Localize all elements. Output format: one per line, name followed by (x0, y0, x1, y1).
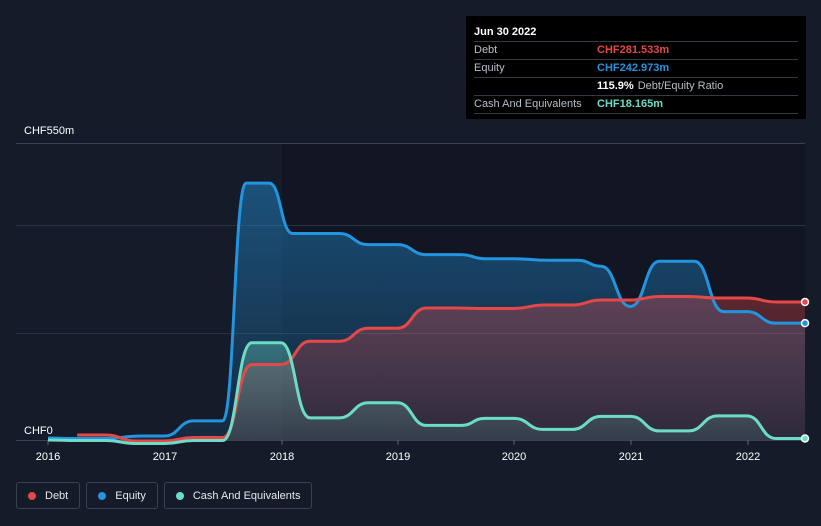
tooltip-label: Cash And Equivalents (474, 98, 582, 110)
x-tick-label: 2017 (152, 451, 178, 463)
legend-item-cash[interactable]: Cash And Equivalents (163, 482, 313, 509)
cash-and-equivalents-line (47, 341, 805, 446)
tooltip-ratio-label: Debt/Equity Ratio (637, 80, 724, 92)
tooltip-row-equity: Equity CHF242.973m (474, 59, 798, 77)
legend-item-debt[interactable]: Debt (16, 482, 81, 509)
legend-item-equity[interactable]: Equity (86, 482, 158, 509)
tooltip-row-ratio: 115.9% Debt/Equity Ratio (474, 77, 798, 95)
data-tooltip: Jun 30 2022 Debt CHF281.533m Equity CHF2… (466, 16, 806, 119)
tooltip-value-debt: CHF281.533m (597, 44, 670, 56)
series-layer (47, 181, 810, 446)
equity-endpoint (800, 318, 810, 328)
debt-area (77, 296, 806, 442)
x-tick-label: 2020 (501, 451, 527, 463)
x-tick-label: 2022 (735, 451, 761, 463)
tooltip-row-cash: Cash And Equivalents CHF18.165m (474, 95, 798, 114)
x-tick-label: 2019 (385, 451, 411, 463)
tooltip-value-cash: CHF18.165m (597, 98, 664, 110)
legend-dot-icon (175, 491, 184, 500)
tooltip-row-debt: Debt CHF281.533m (474, 41, 798, 59)
tooltip-date: Jun 30 2022 (474, 26, 537, 38)
debt-line (77, 294, 805, 443)
legend-label: Cash And Equivalents (192, 489, 301, 502)
tooltip-label: Debt (474, 44, 498, 56)
y-axis-bottom-label: CHF0 (24, 425, 53, 437)
tooltip-label (474, 78, 597, 95)
cash-and-equivalents-area (48, 342, 805, 444)
x-tick-label: 2018 (269, 451, 295, 463)
legend-label: Equity (115, 489, 146, 502)
x-tick-label: 2021 (618, 451, 644, 463)
x-tick-label: 2016 (35, 451, 61, 463)
legend-dot-icon (98, 491, 107, 500)
legend-dot-icon (28, 491, 36, 500)
equity-line (47, 181, 805, 440)
tooltip-value-equity: CHF242.973m (597, 62, 670, 74)
debt-endpoint (800, 297, 810, 307)
tooltip-value-ratio: 115.9% (597, 80, 634, 92)
cash-and-equivalents-endpoint (800, 434, 810, 443)
legend-label: Debt (45, 489, 69, 502)
legend: Debt Equity Cash And Equivalents (16, 482, 313, 509)
y-axis-top-label: CHF550m (24, 125, 75, 137)
tooltip-label: Equity (474, 62, 505, 74)
